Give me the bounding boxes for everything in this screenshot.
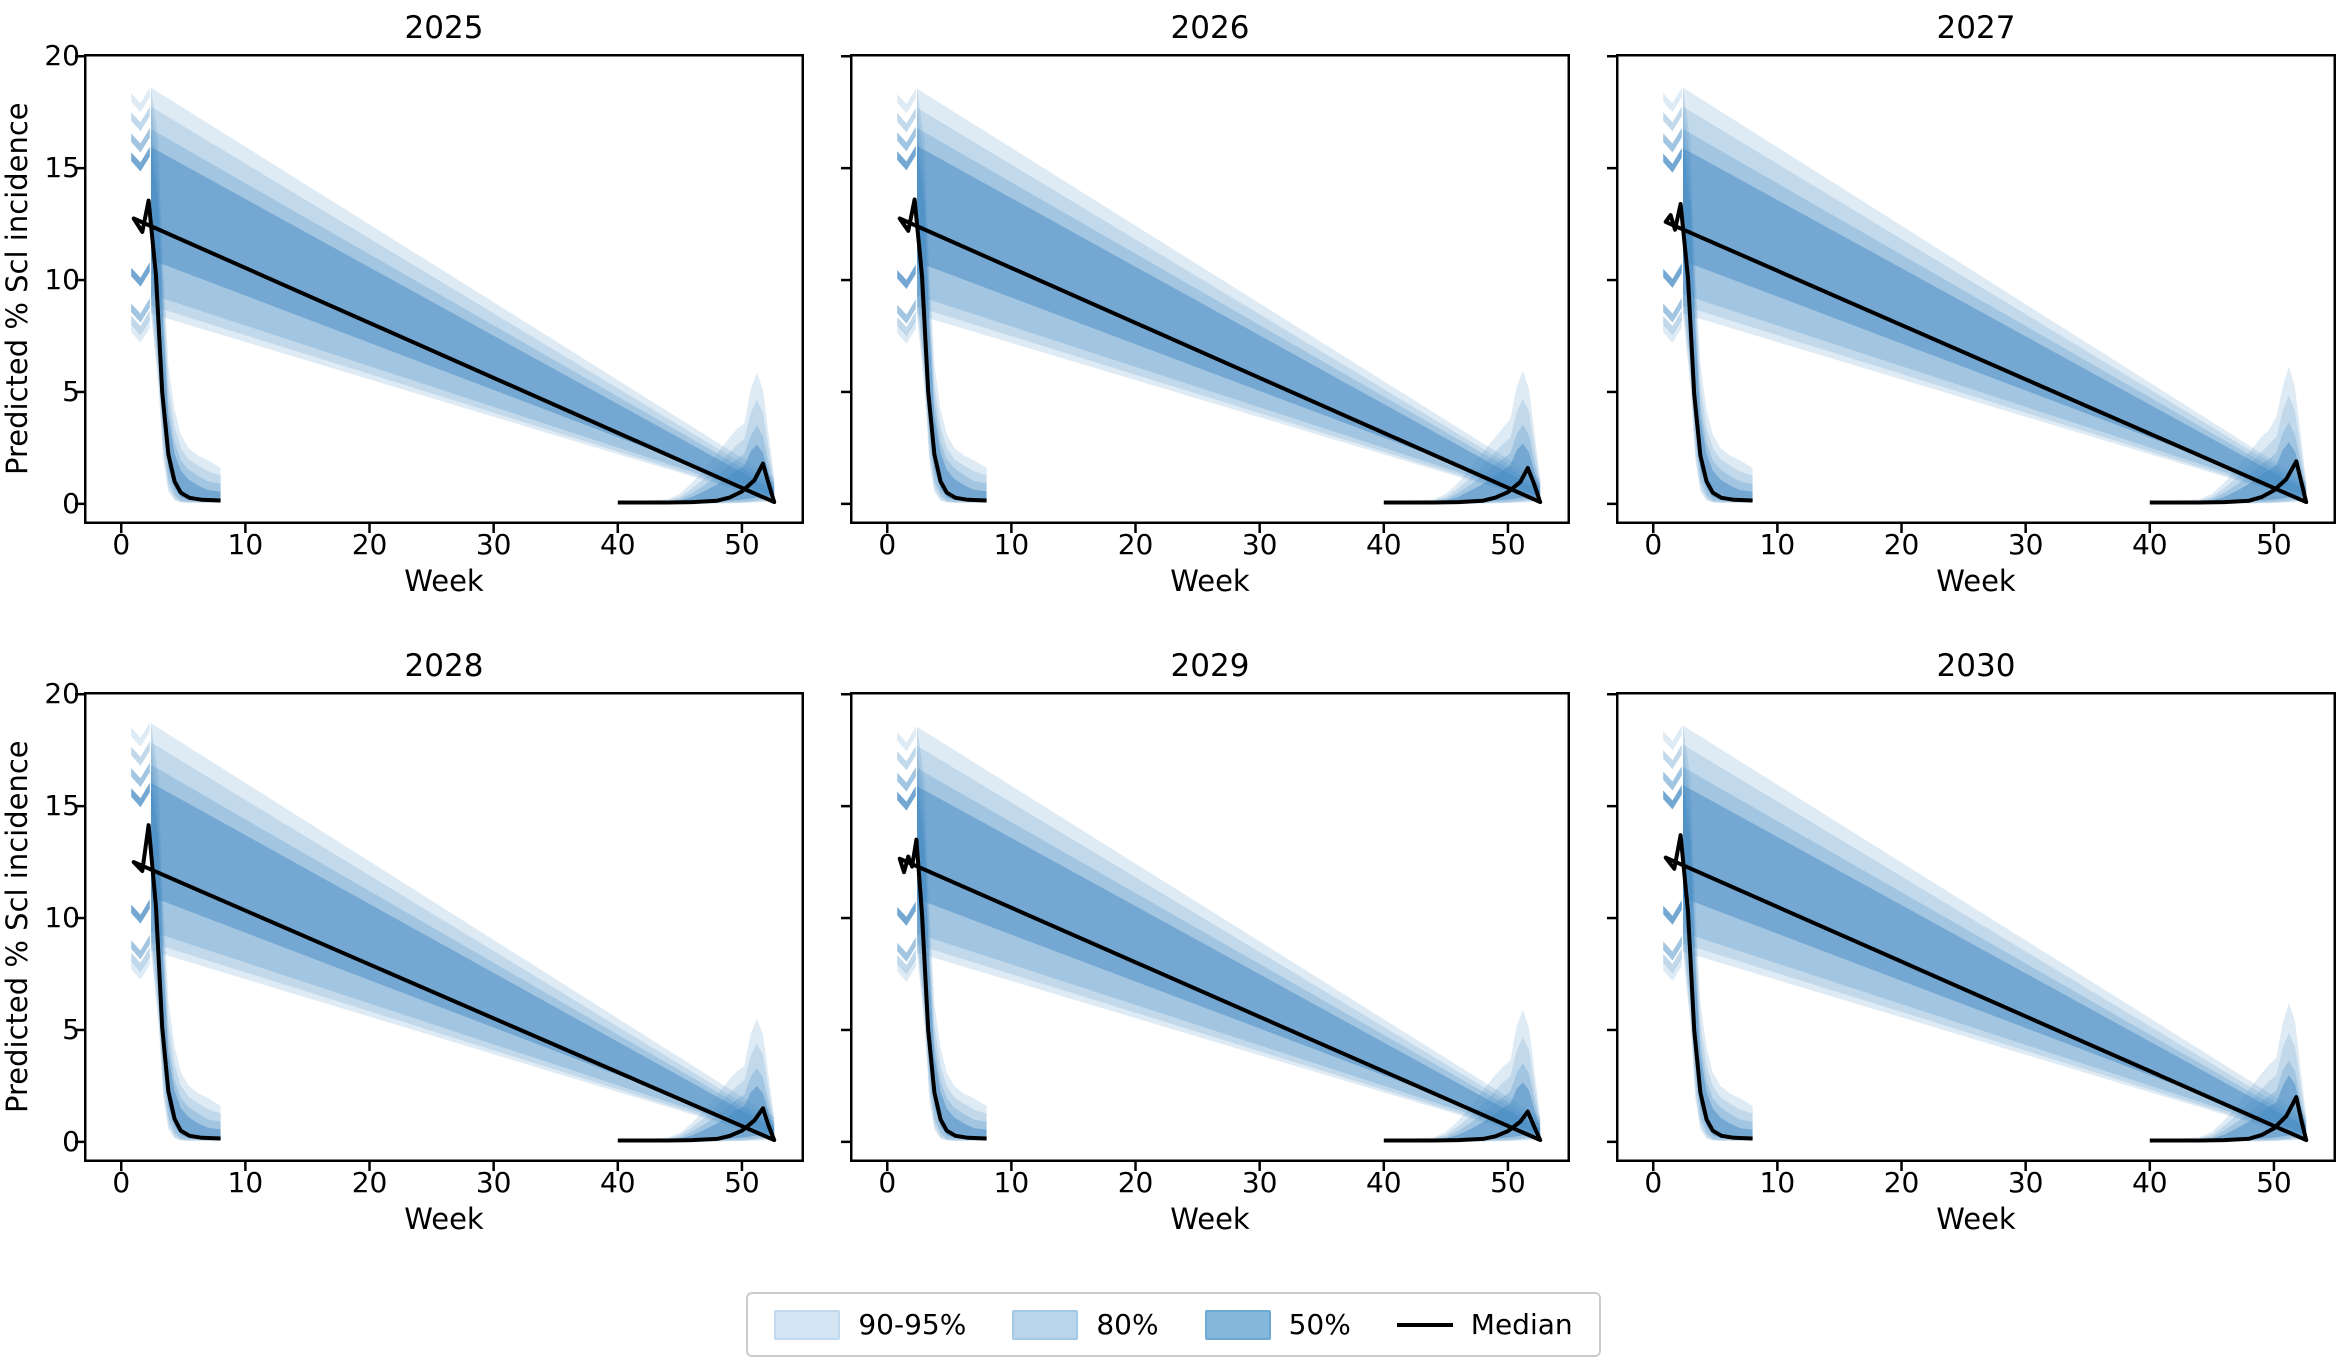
x-tick-label: 50	[2256, 528, 2292, 561]
x-axis-label: Week	[1936, 564, 2016, 598]
y-tick-label: 20	[44, 39, 80, 73]
x-tick-label: 50	[1490, 528, 1526, 561]
subplot-title: 2030	[1936, 648, 2016, 684]
y-tick-label: 5	[62, 1012, 80, 1046]
x-tick-label: 10	[227, 1166, 264, 1199]
plot-area	[841, 54, 1570, 533]
legend-item-median: Median	[1396, 1308, 1573, 1341]
subplot-row-top: 2025 Predicted % Scl incidence 0 5 10 15 20 …	[0, 10, 2347, 604]
subplot-title: 2028	[404, 648, 484, 684]
x-tick-labels: 0 10 20 30 40 50	[1616, 1162, 2336, 1200]
x-tick-label: 20	[1883, 528, 1920, 561]
x-axis-label: Week	[1936, 1202, 2016, 1236]
subplot-2030: 2030 0 10 20 30 40 50 Week	[1570, 648, 2336, 1242]
x-axis-label: Week	[1170, 564, 1250, 598]
x-tick-label: 50	[724, 528, 760, 561]
x-tick-labels: 0 10 20 30 40 50	[84, 1162, 804, 1200]
y-tick-label: 20	[44, 677, 80, 711]
x-tick-label: 0	[112, 1166, 131, 1199]
x-axis-label: Week	[1170, 1202, 1250, 1236]
y-tick-label: 0	[62, 486, 80, 520]
subplot-2026: 2026 0 10 20 30 40 50 Week	[804, 10, 1570, 604]
subplot-title: 2026	[1170, 10, 1250, 46]
band-80-swatch	[1012, 1309, 1079, 1340]
x-tick-label: 20	[1117, 528, 1154, 561]
x-tick-label: 30	[2007, 528, 2044, 561]
y-tick-labels: 0 5 10 15 20	[34, 39, 84, 524]
x-tick-label: 50	[724, 1166, 760, 1199]
x-tick-label: 10	[993, 1166, 1030, 1199]
subplot-2028: 2028 Predicted % Scl incidence 0 5 10 15 20 …	[0, 648, 804, 1242]
x-tick-label: 0	[878, 1166, 897, 1199]
subplot-title: 2029	[1170, 648, 1250, 684]
plot-area	[1607, 54, 2336, 533]
legend-item-80: 80%	[1012, 1308, 1159, 1341]
x-tick-label: 30	[475, 1166, 512, 1199]
legend-label: Median	[1470, 1308, 1573, 1341]
x-tick-labels: 0 10 20 30 40 50	[84, 524, 804, 562]
x-tick-label: 0	[1644, 528, 1663, 561]
y-tick-label: 10	[44, 263, 80, 297]
x-tick-labels: 0 10 20 30 40 50	[1616, 524, 2336, 562]
legend-label: 80%	[1096, 1308, 1159, 1341]
x-axis-label: Week	[404, 1202, 484, 1236]
x-tick-label: 10	[993, 528, 1030, 561]
x-tick-label: 10	[1759, 528, 1796, 561]
legend-item-50: 50%	[1204, 1308, 1351, 1341]
y-tick-label: 15	[44, 151, 80, 185]
x-tick-label: 40	[2131, 528, 2168, 561]
x-tick-label: 30	[1241, 1166, 1278, 1199]
plot-area	[75, 54, 804, 533]
x-tick-labels: 0 10 20 30 40 50	[850, 524, 1570, 562]
x-tick-label: 20	[351, 528, 388, 561]
y-tick-label: 15	[44, 789, 80, 823]
subplot-2029: 2029 0 10 20 30 40 50 Week	[804, 648, 1570, 1242]
median-line-swatch	[1396, 1322, 1453, 1327]
plot-area	[841, 692, 1570, 1171]
legend-label: 50%	[1288, 1308, 1351, 1341]
y-tick-labels: 0 5 10 15 20	[34, 677, 84, 1162]
x-tick-label: 10	[227, 528, 264, 561]
x-tick-label: 0	[112, 528, 131, 561]
band-50-swatch	[1204, 1309, 1271, 1340]
subplot-2025: 2025 Predicted % Scl incidence 0 5 10 15 20 …	[0, 10, 804, 604]
x-tick-label: 20	[1117, 1166, 1154, 1199]
x-tick-label: 50	[1490, 1166, 1526, 1199]
legend-item-90-95: 90-95%	[774, 1308, 966, 1341]
x-tick-label: 20	[1883, 1166, 1920, 1199]
y-tick-label: 5	[62, 374, 80, 408]
x-tick-label: 30	[2007, 1166, 2044, 1199]
subplot-2027: 2027 0 10 20 30 40 50 Week	[1570, 10, 2336, 604]
y-axis-label: Predicted % Scl incidence	[0, 102, 34, 476]
x-tick-labels: 0 10 20 30 40 50	[850, 1162, 1570, 1200]
x-tick-label: 20	[351, 1166, 388, 1199]
y-axis-label: Predicted % Scl incidence	[0, 740, 34, 1114]
x-tick-label: 40	[1365, 528, 1402, 561]
x-tick-label: 40	[599, 1166, 636, 1199]
x-tick-label: 0	[878, 528, 897, 561]
x-tick-label: 0	[1644, 1166, 1663, 1199]
x-tick-label: 40	[2131, 1166, 2168, 1199]
x-tick-label: 40	[1365, 1166, 1402, 1199]
legend-label: 90-95%	[858, 1308, 967, 1341]
x-tick-label: 30	[475, 528, 512, 561]
x-tick-label: 40	[599, 528, 636, 561]
subplot-title: 2027	[1936, 10, 2016, 46]
x-tick-label: 50	[2256, 1166, 2292, 1199]
x-axis-label: Week	[404, 564, 484, 598]
legend: 90-95% 80% 50% Median	[0, 1292, 2347, 1357]
y-tick-label: 0	[62, 1124, 80, 1158]
x-tick-label: 10	[1759, 1166, 1796, 1199]
subplot-row-bottom: 2028 Predicted % Scl incidence 0 5 10 15 20 …	[0, 648, 2347, 1242]
plot-area	[1607, 692, 2336, 1171]
subplot-title: 2025	[404, 10, 484, 46]
plot-area	[75, 692, 804, 1171]
band-90-95-swatch	[774, 1309, 841, 1340]
y-tick-label: 10	[44, 901, 80, 935]
x-tick-label: 30	[1241, 528, 1278, 561]
